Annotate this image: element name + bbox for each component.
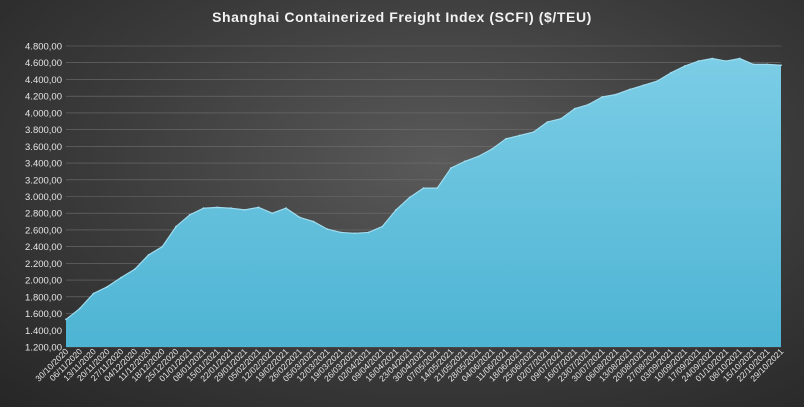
y-tick-label: 4.200,00 bbox=[25, 92, 62, 103]
y-tick-label: 2.000,00 bbox=[25, 276, 62, 287]
y-tick-label: 2.400,00 bbox=[25, 242, 62, 253]
data-point bbox=[202, 207, 205, 210]
y-tick-label: 4.600,00 bbox=[25, 58, 62, 69]
y-tick-label: 1.400,00 bbox=[25, 326, 62, 337]
data-point bbox=[463, 160, 466, 163]
data-point bbox=[738, 57, 741, 60]
y-tick-label: 1.200,00 bbox=[25, 343, 62, 354]
data-point bbox=[546, 121, 549, 123]
data-point bbox=[780, 64, 782, 67]
data-point bbox=[752, 63, 755, 66]
data-point bbox=[422, 187, 425, 190]
data-point bbox=[436, 187, 439, 190]
y-tick-label: 3.200,00 bbox=[25, 175, 62, 186]
data-point bbox=[65, 318, 67, 321]
y-tick-label: 4.000,00 bbox=[25, 108, 62, 119]
data-point bbox=[161, 245, 164, 248]
data-point bbox=[450, 167, 452, 169]
data-point bbox=[230, 207, 232, 210]
data-point bbox=[216, 206, 219, 209]
y-axis-ticks: 1.200,00 1.400,00 1.600,00 1.800,00 2.000,00… bbox=[25, 42, 62, 354]
data-point bbox=[656, 80, 659, 83]
data-point bbox=[92, 292, 95, 295]
data-point bbox=[670, 71, 672, 74]
data-point bbox=[78, 307, 81, 310]
y-tick-label: 2.800,00 bbox=[25, 209, 62, 220]
data-point bbox=[395, 208, 397, 211]
y-tick-label: 1.800,00 bbox=[25, 292, 62, 303]
data-point bbox=[725, 60, 727, 62]
data-point bbox=[353, 232, 356, 235]
y-tick-label: 3.600,00 bbox=[25, 142, 62, 153]
data-point bbox=[298, 216, 301, 219]
y-tick-label: 4.400,00 bbox=[25, 75, 62, 86]
y-tick-label: 2.600,00 bbox=[25, 225, 62, 236]
data-point bbox=[766, 63, 769, 66]
data-point bbox=[711, 57, 714, 60]
data-point bbox=[408, 196, 411, 199]
data-point bbox=[147, 254, 150, 256]
data-point bbox=[573, 107, 576, 110]
y-tick-label: 4.800,00 bbox=[25, 42, 62, 53]
data-point bbox=[683, 65, 686, 67]
data-point bbox=[257, 206, 260, 209]
data-point bbox=[367, 231, 370, 234]
data-point bbox=[120, 276, 122, 279]
series-area bbox=[65, 57, 782, 347]
data-point bbox=[285, 207, 287, 210]
series-area-fill bbox=[66, 58, 781, 347]
data-point bbox=[628, 88, 631, 91]
data-point bbox=[518, 134, 521, 137]
data-point bbox=[601, 96, 604, 98]
y-tick-label: 1.600,00 bbox=[25, 309, 62, 320]
data-point bbox=[175, 225, 177, 228]
y-tick-label: 2.200,00 bbox=[25, 259, 62, 270]
y-tick-label: 3.400,00 bbox=[25, 159, 62, 170]
data-point bbox=[312, 220, 315, 223]
y-tick-label: 3.800,00 bbox=[25, 125, 62, 136]
data-point bbox=[505, 137, 507, 140]
data-point bbox=[188, 213, 191, 216]
data-point bbox=[381, 225, 384, 228]
data-point bbox=[477, 155, 480, 158]
data-point bbox=[587, 103, 590, 106]
data-point bbox=[106, 285, 109, 288]
data-point bbox=[642, 84, 645, 87]
data-point bbox=[615, 93, 617, 96]
data-point bbox=[532, 131, 535, 134]
data-point bbox=[133, 268, 136, 271]
data-point bbox=[560, 117, 562, 120]
data-point bbox=[326, 228, 329, 231]
data-point bbox=[243, 208, 246, 211]
chart-title: Shanghai Containerized Freight Index (SC… bbox=[212, 9, 592, 25]
y-tick-label: 3.000,00 bbox=[25, 192, 62, 203]
data-point bbox=[271, 212, 274, 215]
x-axis-ticks: 30/10/202006/11/202013/11/202020/11/2020… bbox=[33, 346, 785, 383]
data-point bbox=[340, 231, 342, 234]
data-point bbox=[491, 147, 494, 150]
data-point bbox=[697, 60, 700, 62]
